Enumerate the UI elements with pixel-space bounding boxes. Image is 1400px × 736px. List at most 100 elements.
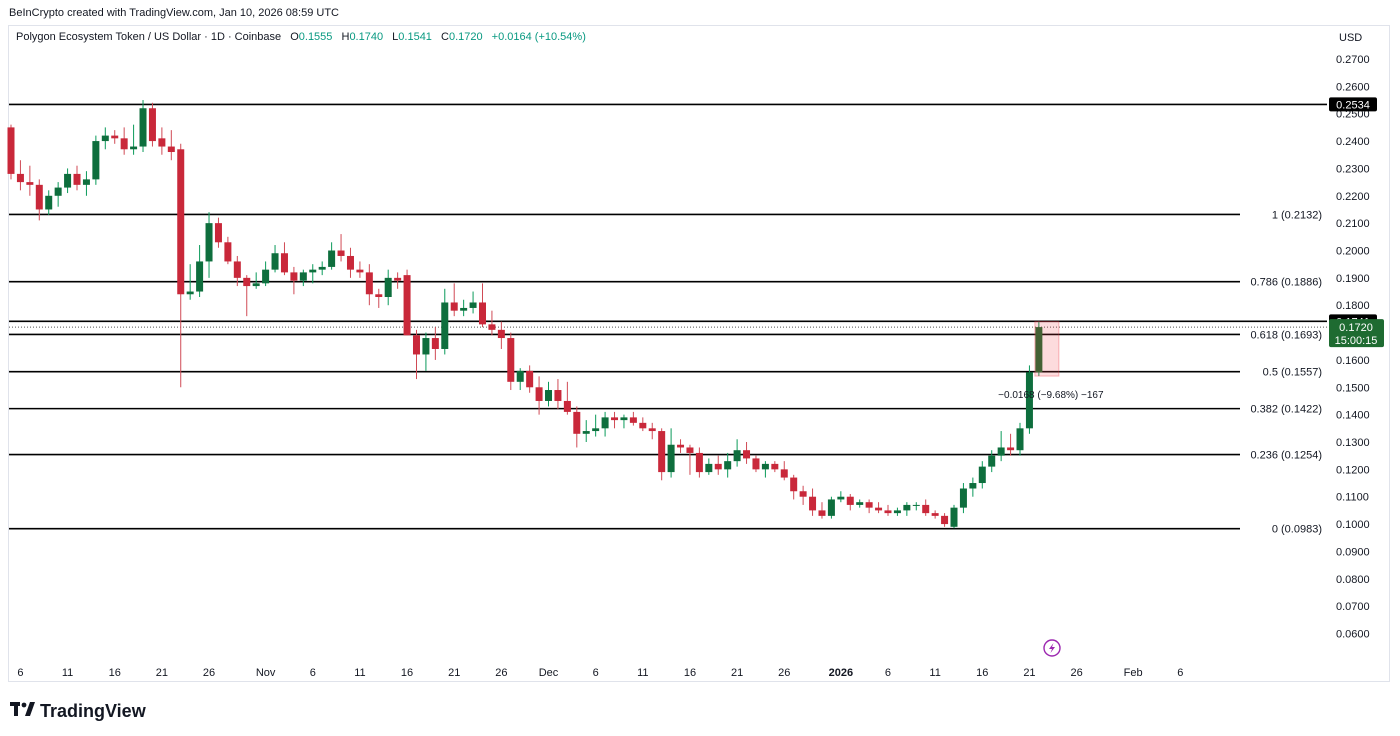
fib-level-label: 0.618 (0.1693) bbox=[1250, 329, 1322, 341]
current-price-label: 0.1720 bbox=[1339, 322, 1373, 334]
candle-body bbox=[761, 463, 769, 470]
candle-body bbox=[507, 338, 515, 382]
y-tick-label: 0.1200 bbox=[1336, 464, 1370, 476]
x-tick-label: 11 bbox=[354, 667, 365, 679]
measure-label: −0.0168 (−9.68%) −167 bbox=[998, 390, 1104, 401]
candle-body bbox=[130, 146, 138, 150]
candle-body bbox=[601, 417, 609, 429]
candle-body bbox=[16, 173, 24, 183]
candle-body bbox=[479, 302, 486, 325]
candle-body bbox=[695, 452, 703, 473]
x-tick-label: 21 bbox=[156, 667, 168, 679]
candle-body bbox=[1007, 447, 1015, 451]
candle-body bbox=[35, 184, 43, 210]
close-value: 0.1720 bbox=[448, 31, 483, 43]
chart-frame bbox=[8, 25, 1390, 682]
candle-body bbox=[563, 400, 571, 412]
y-tick-label: 0.2300 bbox=[1336, 163, 1370, 175]
symbol-legend: Polygon Ecosystem Token / US Dollar · 1D… bbox=[16, 31, 586, 43]
candle-body bbox=[82, 179, 90, 185]
candle-body bbox=[346, 255, 354, 270]
y-tick-label: 0.1600 bbox=[1336, 355, 1370, 367]
high-value: 0.1740 bbox=[349, 31, 384, 43]
candle-body bbox=[158, 138, 166, 147]
candle-body bbox=[101, 135, 109, 142]
y-tick-label: 0.2200 bbox=[1336, 191, 1370, 203]
candle-body bbox=[922, 504, 930, 514]
candle-body bbox=[620, 417, 628, 421]
candle-body bbox=[280, 253, 288, 273]
y-tick-label: 0.2100 bbox=[1336, 218, 1370, 230]
x-tick-label: 11 bbox=[62, 667, 73, 679]
candle-body bbox=[846, 496, 854, 505]
candle-body bbox=[356, 269, 364, 273]
candle-body bbox=[186, 291, 194, 295]
candle-body bbox=[582, 431, 590, 434]
candle-body bbox=[309, 269, 317, 273]
candle-body bbox=[441, 302, 449, 349]
candle-body bbox=[771, 463, 779, 470]
candle-body bbox=[120, 138, 128, 150]
candle-body bbox=[931, 513, 939, 516]
candle-body bbox=[884, 510, 892, 514]
y-tick-label: 0.0800 bbox=[1336, 574, 1370, 586]
high-label: H bbox=[341, 31, 350, 43]
tradingview-logo-icon bbox=[10, 701, 36, 722]
candle-body bbox=[752, 458, 760, 470]
tradingview-logo-text: TradingView bbox=[40, 700, 146, 721]
candle-body bbox=[818, 510, 826, 516]
candle-body bbox=[573, 411, 581, 434]
y-tick-label: 0.1400 bbox=[1336, 410, 1370, 422]
candle-body bbox=[535, 387, 543, 401]
measure-box bbox=[1034, 321, 1060, 377]
y-tick-label: 0.0900 bbox=[1336, 546, 1370, 558]
current-price-badge bbox=[1329, 319, 1384, 348]
candle-body bbox=[592, 428, 600, 432]
candle-body bbox=[658, 431, 666, 473]
candle-body bbox=[545, 390, 553, 401]
candle-body bbox=[893, 510, 901, 514]
y-tick-label: 0.0700 bbox=[1336, 601, 1370, 613]
candle-body bbox=[148, 108, 156, 142]
candle-body bbox=[299, 272, 307, 281]
fib-level-label: 0.236 (0.1254) bbox=[1250, 450, 1322, 462]
y-tick-label: 0.0600 bbox=[1336, 629, 1370, 641]
change-value: +0.0164 (+10.54%) bbox=[491, 31, 586, 43]
candle-body bbox=[865, 502, 873, 508]
price-badge-label: 0.2534 bbox=[1336, 99, 1370, 111]
candle-body bbox=[837, 496, 845, 500]
candle-body bbox=[554, 390, 562, 401]
event-lightning-icon[interactable] bbox=[1043, 639, 1061, 657]
candle-body bbox=[1035, 327, 1043, 373]
tradingview-logo[interactable]: TradingView bbox=[10, 700, 146, 722]
candle-body bbox=[64, 173, 72, 188]
low-label: L bbox=[392, 31, 399, 43]
x-tick-label: 11 bbox=[929, 667, 940, 679]
candle-body bbox=[516, 370, 524, 382]
x-tick-label: 26 bbox=[1070, 667, 1082, 679]
candle-body bbox=[856, 502, 864, 505]
symbol-title[interactable]: Polygon Ecosystem Token / US Dollar · 1D… bbox=[16, 31, 282, 43]
candle-body bbox=[252, 283, 260, 287]
fib-level-label: 0.382 (0.1422) bbox=[1250, 404, 1322, 416]
x-tick-label: Dec bbox=[539, 667, 559, 679]
y-tick-label: 0.1100 bbox=[1336, 492, 1369, 504]
candle-body bbox=[167, 146, 175, 153]
candle-body bbox=[526, 370, 534, 388]
y-tick-label: 0.2700 bbox=[1336, 54, 1370, 66]
candle-body bbox=[196, 261, 204, 292]
candle-body bbox=[403, 275, 411, 336]
y-tick-label: 0.2000 bbox=[1336, 246, 1370, 258]
fib-level-label: 1 (0.2132) bbox=[1272, 209, 1322, 221]
candle-body bbox=[469, 302, 477, 308]
candle-body bbox=[1016, 428, 1024, 451]
candle-body bbox=[271, 253, 279, 270]
candle-body bbox=[262, 269, 270, 284]
candle-body bbox=[243, 277, 251, 287]
candle-body bbox=[969, 483, 977, 489]
candle-body bbox=[92, 141, 100, 180]
currency-label[interactable]: USD bbox=[1339, 32, 1363, 44]
candle-body bbox=[54, 187, 62, 196]
x-tick-label: 2026 bbox=[829, 667, 853, 679]
